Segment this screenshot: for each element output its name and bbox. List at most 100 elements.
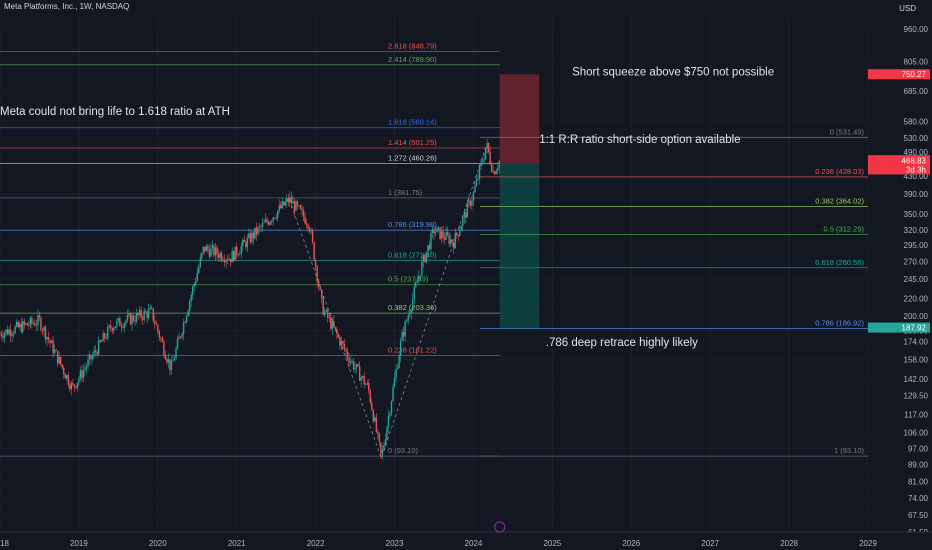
candle-body [313, 242, 315, 261]
y-tick-label: 67.50 [908, 511, 929, 520]
candle-body [296, 201, 299, 206]
fib-left-label: 1.272 (460.26) [388, 154, 437, 163]
candle-body [187, 310, 189, 316]
candle-body [184, 322, 186, 323]
candle-body [104, 333, 106, 339]
y-tick-label: 200.00 [904, 312, 929, 321]
candle-body [390, 401, 393, 414]
take-profit-zone [499, 163, 540, 329]
y-tick-label: 270.00 [904, 257, 929, 266]
price-label-box [868, 322, 930, 333]
candle-body [266, 219, 268, 222]
candle-body [239, 253, 241, 255]
candle-body [474, 186, 476, 193]
candle-body [427, 245, 429, 252]
y-tick-label: 960.00 [904, 25, 929, 34]
candle-body [138, 309, 141, 316]
y-tick-label: 295.00 [904, 241, 929, 250]
candle-body [146, 312, 148, 318]
candle-body [278, 205, 280, 211]
candle-body [386, 427, 388, 440]
candle-body [301, 208, 303, 211]
candle-body [431, 229, 434, 233]
candle-body [360, 377, 362, 381]
candle-body [90, 354, 92, 360]
candle-body [295, 201, 297, 211]
fib-right-label: 1 (93.10) [834, 446, 865, 455]
candle-body [166, 359, 168, 363]
candle-body [462, 217, 464, 227]
candle-body [480, 162, 482, 167]
candle-body [328, 317, 330, 319]
candle-body [322, 298, 324, 315]
candle-body [308, 228, 311, 232]
candle-body [310, 230, 312, 232]
candle-body [392, 386, 394, 402]
x-tick-label: 2024 [465, 539, 483, 548]
candle-body [99, 340, 101, 342]
candle-body [272, 217, 274, 222]
candle-body [41, 330, 44, 331]
candle-body [173, 358, 176, 361]
candle-body [170, 360, 173, 371]
fib-left-label: 0.5 (237.49) [388, 275, 429, 284]
candle-body [261, 222, 264, 227]
candle-body [412, 298, 414, 310]
candle-body [35, 324, 38, 326]
candle-body [231, 251, 233, 263]
candle-body [135, 313, 138, 322]
candle-body [270, 221, 273, 223]
candle-body [163, 341, 165, 355]
x-tick-label: 2027 [701, 539, 719, 548]
candle-body [251, 232, 253, 243]
candle-body [131, 315, 133, 325]
candle-body [201, 252, 203, 258]
candle-body [196, 272, 198, 282]
candle-body [489, 152, 491, 164]
candle-body [440, 231, 443, 239]
candle-body [483, 159, 485, 162]
candle-body [316, 266, 318, 282]
candle-body [366, 383, 368, 385]
y-tick-label: 97.00 [908, 445, 929, 454]
candle-body [478, 166, 481, 179]
candle-body [11, 334, 13, 336]
candle-body [349, 361, 352, 364]
fib-left-label: 2.414 (789.90) [388, 55, 437, 64]
price-label-text: 468.83 [902, 156, 927, 165]
candle-body [419, 275, 422, 277]
candle-body [402, 332, 405, 337]
candle-body [424, 255, 426, 263]
candle-body [175, 348, 177, 359]
candle-body [167, 359, 170, 363]
candle-body [34, 323, 36, 326]
candle-body [94, 350, 97, 352]
candle-body [477, 178, 479, 180]
candle-body [472, 192, 475, 201]
candle-body [29, 317, 32, 326]
candle-body [0, 333, 1, 335]
candle-body [69, 384, 71, 390]
candle-body [384, 439, 387, 446]
candle-body [340, 340, 343, 346]
candle-body [276, 210, 279, 218]
y-tick-label: 74.00 [908, 494, 929, 503]
candle-body [210, 248, 212, 257]
candle-body [331, 320, 334, 329]
candle-body [345, 349, 347, 352]
candle-body [229, 258, 232, 263]
candle-body [125, 320, 127, 324]
y-tick-label: 490.00 [904, 148, 929, 157]
candle-body [204, 246, 206, 252]
candle-body [351, 361, 353, 362]
candle-body [0, 333, 3, 337]
candle-body [289, 197, 291, 203]
candle-body [439, 227, 441, 239]
y-tick-label: 320.00 [904, 226, 929, 235]
candle-body [119, 318, 121, 327]
candle-body [108, 325, 110, 327]
y-tick-label: 245.00 [904, 275, 929, 284]
candle-body [377, 431, 379, 434]
